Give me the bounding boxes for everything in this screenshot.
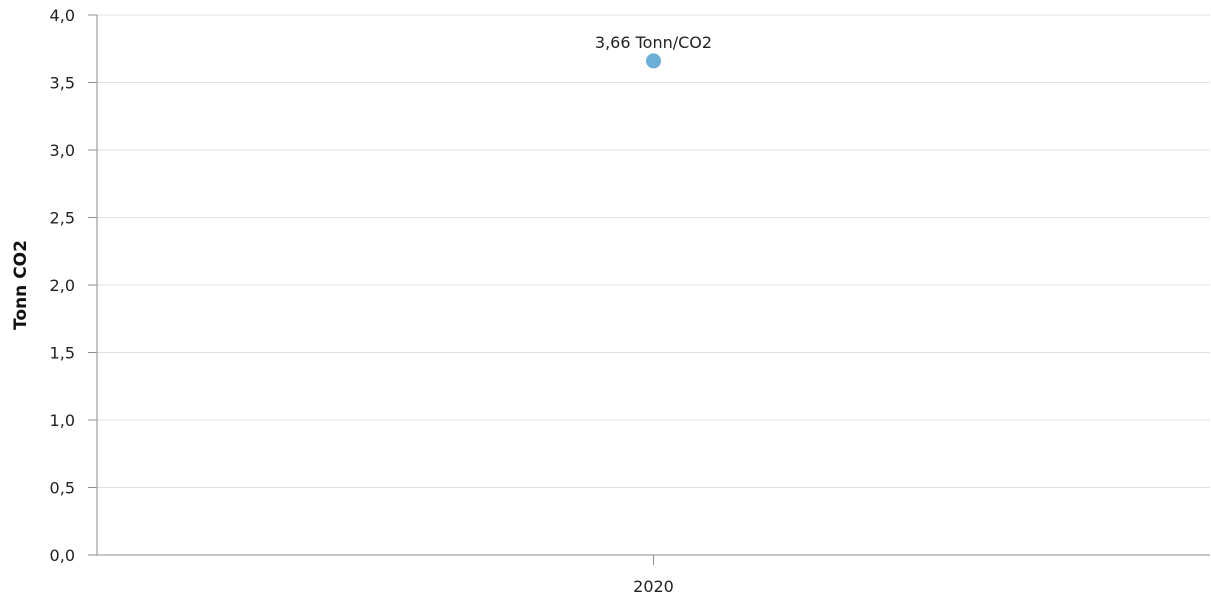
y-tick-label: 4,0 [50,6,75,25]
x-axis-ticks: 2020 [633,555,674,596]
y-tick-label: 2,0 [50,276,75,295]
y-tick-label: 0,5 [50,479,75,498]
gridlines [97,14,1210,488]
data-point[interactable] [646,53,661,69]
data-label: 3,66 Tonn/CO2 [595,33,712,52]
y-tick-label: 0,0 [50,546,75,565]
y-tick-label: 2,5 [50,209,75,228]
y-tick-label: 3,5 [50,74,75,93]
y-axis-ticks: 0,0 0,5 1,0 1,5 2,0 2,5 3,0 3,5 4,0 [50,6,97,565]
y-tick-label: 1,5 [50,344,75,363]
x-tick-label: 2020 [633,577,674,596]
y-tick-label: 3,0 [50,141,75,160]
y-axis-title: Tonn CO2 [11,240,31,330]
data-points: 3,66 Tonn/CO2 [595,33,712,69]
y-tick-label: 1,0 [50,411,75,430]
